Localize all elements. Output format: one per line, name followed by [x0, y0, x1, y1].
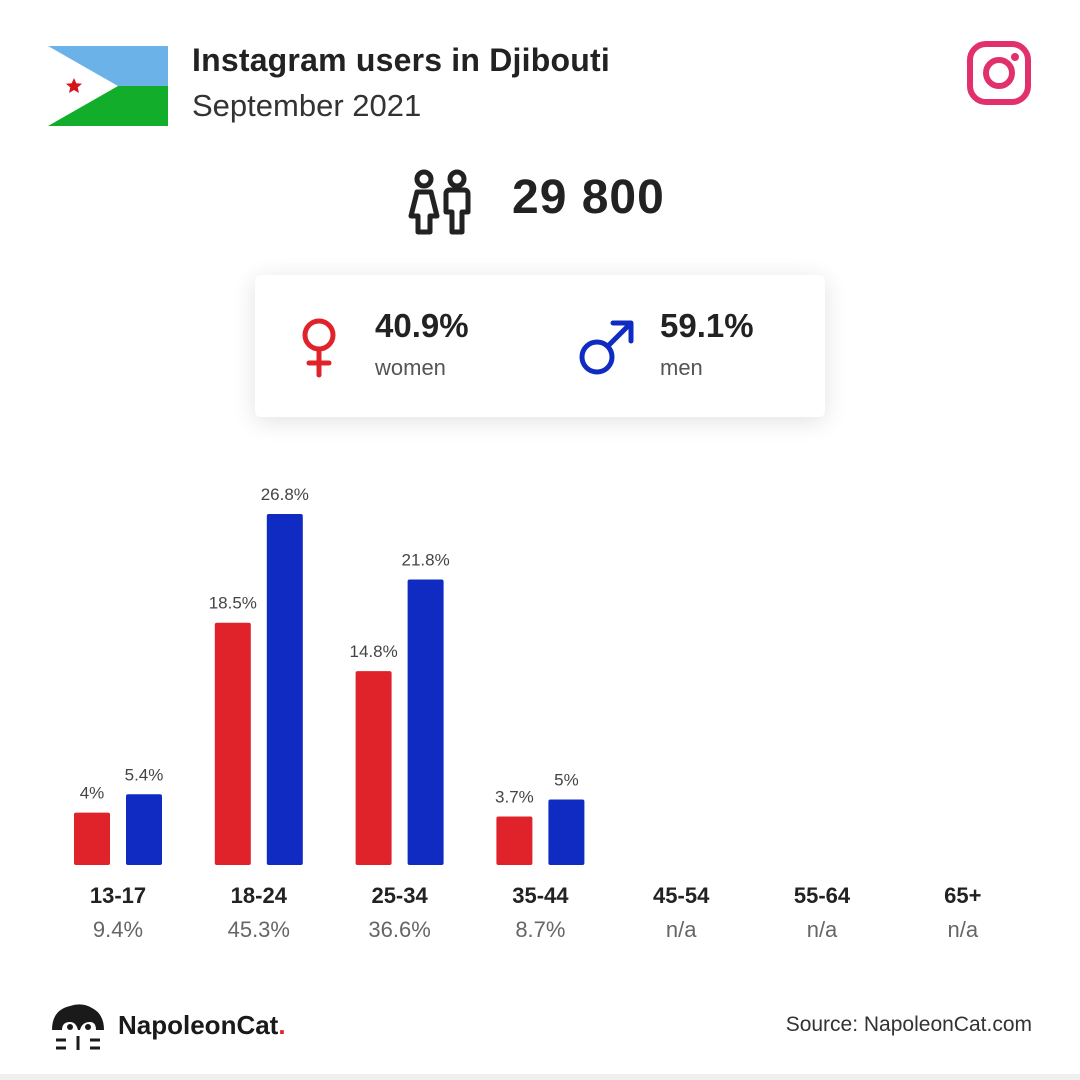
source-credit: Source: NapoleonCat.com [785, 1013, 1032, 1036]
djibouti-flag-icon [48, 46, 168, 126]
data-label-men-25-34: 21.8% [401, 550, 449, 569]
data-label-women-13-17: 4% [80, 784, 105, 803]
page-subtitle: September 2021 [192, 88, 422, 123]
users-icon [408, 169, 471, 235]
bar-women-18-24 [214, 622, 251, 865]
men-percentage: 59.1% [660, 307, 754, 344]
bar-men-18-24 [266, 514, 303, 865]
age-group-label: 65+ [944, 883, 982, 908]
age-group-label: 45-54 [653, 883, 710, 908]
age-group-share: 9.4% [92, 917, 144, 942]
age-group-label: 35-44 [512, 883, 569, 908]
brand-name: NapoleonCat. [118, 1010, 286, 1040]
gender-split-card: 40.9% women 59.1% men [255, 275, 825, 417]
page-title: Instagram users in Djibouti [192, 42, 610, 78]
age-group-share: n/a [665, 917, 697, 942]
age-group-label: 25-34 [371, 883, 428, 908]
women-percentage: 40.9% [375, 307, 469, 344]
data-label-men-18-24: 26.8% [261, 485, 309, 504]
data-label-women-18-24: 18.5% [209, 594, 257, 613]
age-gender-bar-chart: 4% 5.4% 18.5% 26.8% 14.8% 21.8% 3.7% 5% [74, 485, 585, 865]
brand-dot: . [278, 1010, 286, 1040]
age-group-share: 45.3% [227, 917, 290, 942]
men-label: men [660, 355, 703, 380]
data-label-men-13-17: 5.4% [125, 765, 164, 784]
bar-women-35-44 [496, 816, 533, 865]
instagram-icon [967, 41, 1031, 105]
male-symbol-icon [579, 320, 634, 375]
age-group-share: n/a [806, 917, 838, 942]
female-symbol-icon [302, 318, 336, 378]
bar-men-35-44 [548, 799, 585, 865]
bar-men-25-34 [407, 579, 444, 865]
bar-men-13-17 [126, 794, 162, 865]
bar-women-13-17 [74, 812, 110, 865]
women-label: women [375, 355, 446, 380]
age-group-share: n/a [947, 917, 979, 942]
age-group-share: 8.7% [515, 917, 566, 942]
data-label-women-35-44: 3.7% [495, 788, 534, 807]
data-label-women-25-34: 14.8% [349, 642, 397, 661]
total-users-value: 29 800 [512, 171, 665, 224]
age-group-label: 13-17 [89, 883, 147, 908]
age-group-label: 55-64 [793, 883, 851, 908]
bottom-strip [0, 1074, 1080, 1080]
bar-women-25-34 [355, 671, 392, 865]
data-label-men-35-44: 5% [554, 771, 579, 790]
age-group-label: 18-24 [230, 883, 287, 908]
age-group-share: 36.6% [368, 917, 431, 942]
napoleoncat-logo-icon [52, 1004, 104, 1050]
